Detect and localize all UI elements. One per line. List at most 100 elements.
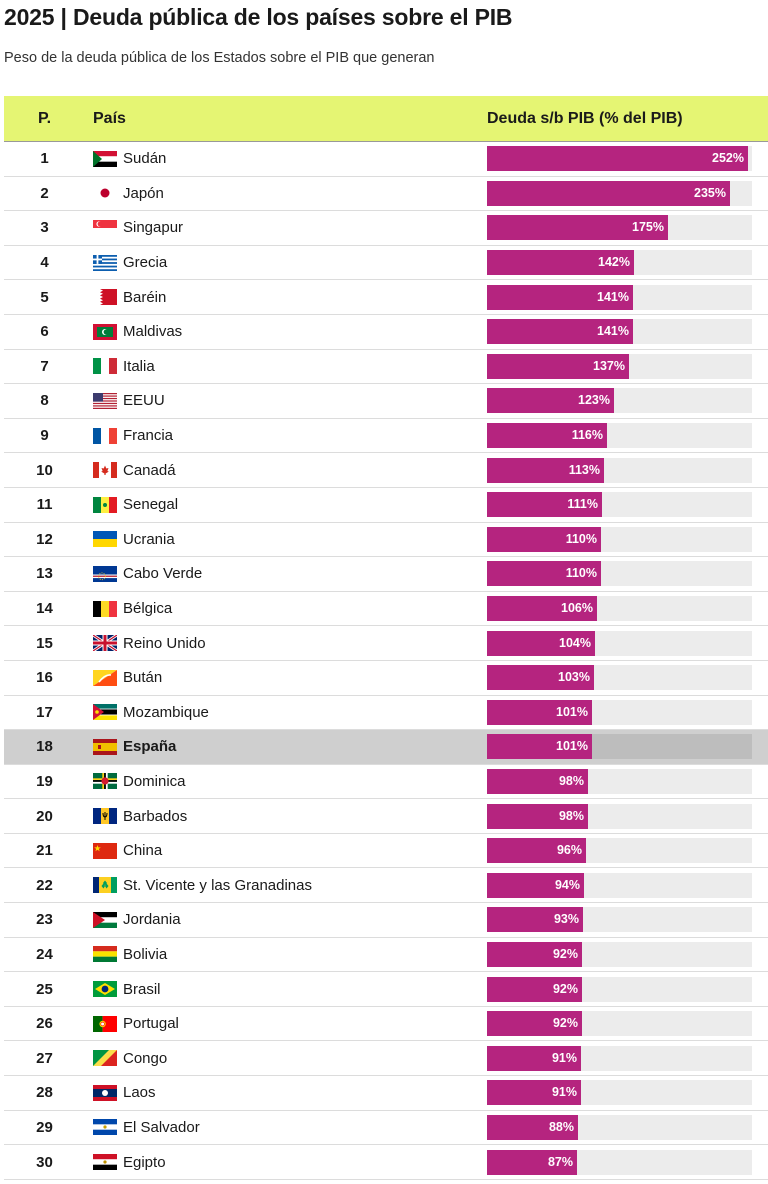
bar-track: 103%	[487, 665, 752, 691]
country-cell: Laos	[85, 1084, 487, 1101]
bar: 142%	[487, 250, 634, 276]
value-label: 91%	[551, 1050, 577, 1065]
rank-label: 22	[36, 876, 53, 894]
rank-label: 15	[36, 634, 53, 652]
value-label: 235%	[694, 185, 726, 200]
country-cell: Portugal	[85, 1015, 487, 1032]
senegal-flag-icon	[93, 496, 117, 513]
country-cell: Barbados	[85, 808, 487, 825]
country-label: Bolivia	[123, 945, 168, 963]
table-row: 16 Bután 103%	[4, 661, 768, 696]
country-label: Maldivas	[123, 323, 183, 341]
table-row: 24 Bolivia 92%	[4, 938, 768, 973]
bar-track: 110%	[487, 561, 752, 587]
value-label: 111%	[567, 497, 598, 512]
table-row: 8 EEUU 123%	[4, 384, 768, 419]
rank-label: 3	[40, 219, 49, 237]
belgium-flag-icon	[93, 600, 117, 617]
laos-flag-icon	[93, 1084, 117, 1101]
bar-track: 116%	[487, 423, 752, 449]
value-label: 106%	[561, 601, 593, 616]
bar: 111%	[487, 492, 602, 518]
rank-label: 16	[36, 669, 53, 687]
country-cell: Brasil	[85, 981, 487, 998]
bar: 101%	[487, 699, 592, 725]
bar: 93%	[487, 907, 583, 933]
country-cell: China	[85, 842, 487, 859]
bar: 91%	[487, 1080, 581, 1106]
rank-label: 9	[40, 427, 49, 445]
el-salvador-flag-icon	[93, 1119, 117, 1136]
barbados-flag-icon	[93, 808, 117, 825]
country-cell: Canadá	[85, 462, 487, 479]
value-label: 141%	[597, 289, 629, 304]
table-row: 19 Dominica 98%	[4, 765, 768, 800]
value-label: 92%	[552, 981, 578, 996]
value-label: 116%	[571, 428, 603, 443]
country-label: Mozambique	[123, 703, 209, 721]
rank-label: 17	[36, 703, 53, 721]
egypt-flag-icon	[93, 1154, 117, 1171]
bar: 175%	[487, 215, 668, 241]
country-cell: Baréin	[85, 289, 487, 306]
country-label: Egipto	[123, 1153, 166, 1171]
rank-label: 21	[36, 842, 53, 860]
france-flag-icon	[93, 427, 117, 444]
rank-label: 13	[36, 565, 53, 583]
italy-flag-icon	[93, 358, 117, 375]
bar: 98%	[487, 803, 588, 829]
table-row: 3 Singapur 175%	[4, 211, 768, 246]
country-label: Singapur	[123, 219, 184, 237]
country-cell: Francia	[85, 427, 487, 444]
value-label: 98%	[558, 808, 584, 823]
bar-track: 235%	[487, 180, 752, 206]
country-label: Japón	[123, 184, 164, 202]
bar-track: 137%	[487, 353, 752, 379]
table-row: 1 Sudán 252%	[4, 142, 768, 177]
country-label: Senegal	[123, 496, 179, 514]
rank-label: 12	[36, 530, 53, 548]
spain-flag-icon	[93, 738, 117, 755]
rank-label: 26	[36, 1015, 53, 1033]
table-row: 6 Maldivas 141%	[4, 315, 768, 350]
country-cell: Italia	[85, 358, 487, 375]
country-cell: Mozambique	[85, 704, 487, 721]
rank-label: 27	[36, 1049, 53, 1067]
bahrain-flag-icon	[93, 289, 117, 306]
bar: 92%	[487, 1011, 582, 1037]
country-label: Brasil	[123, 980, 161, 998]
bar-track: 175%	[487, 215, 752, 241]
value-label: 104%	[559, 635, 591, 650]
bar: 94%	[487, 872, 584, 898]
value-label: 92%	[552, 1016, 578, 1031]
rank-label: 23	[36, 911, 53, 929]
value-label: 94%	[554, 877, 580, 892]
bar-track: 94%	[487, 872, 752, 898]
rank-header: P.	[37, 109, 52, 127]
country-cell: Egipto	[85, 1154, 487, 1171]
rank-label: 20	[36, 807, 53, 825]
country-label: Italia	[123, 357, 155, 375]
country-cell: Maldivas	[85, 323, 487, 340]
bar-track: 96%	[487, 838, 752, 864]
country-cell: EEUU	[85, 392, 487, 409]
country-cell: Reino Unido	[85, 635, 487, 652]
value-label: 93%	[553, 912, 579, 927]
cape-verde-flag-icon	[93, 565, 117, 582]
dominica-flag-icon	[93, 773, 117, 790]
singapore-flag-icon	[93, 219, 117, 236]
sudan-flag-icon	[93, 150, 117, 167]
bar-track: 88%	[487, 1114, 752, 1140]
country-label: Bután	[123, 669, 163, 687]
country-label: Congo	[123, 1049, 168, 1067]
rank-label: 11	[36, 496, 53, 514]
table-row-highlighted: 18 España 101%	[4, 730, 768, 765]
country-label: Grecia	[123, 254, 168, 272]
bar-track: 91%	[487, 1080, 752, 1106]
bar-track: 87%	[487, 1149, 752, 1175]
value-label: 137%	[593, 358, 625, 373]
country-label: Jordania	[123, 911, 181, 929]
table-row: 15 Reino Unido 104%	[4, 626, 768, 661]
country-label: Baréin	[123, 288, 167, 306]
country-label: Laos	[123, 1084, 156, 1102]
